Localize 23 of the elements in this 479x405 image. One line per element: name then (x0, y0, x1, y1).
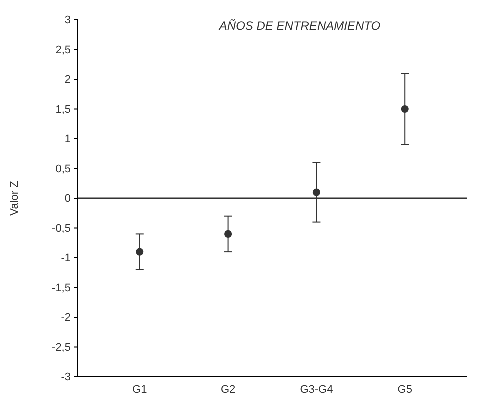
x-tick-label: G2 (220, 384, 236, 396)
y-tick-label: 2 (64, 74, 71, 86)
point (312, 188, 320, 196)
x-tick-label: G5 (398, 384, 412, 396)
point (136, 248, 144, 256)
y-tick-label: 1 (64, 134, 71, 146)
y-tick-label: -1 (61, 252, 71, 265)
y-tick-label: -0,5 (52, 222, 71, 235)
y-tick-label: -2 (61, 312, 71, 324)
point (401, 105, 409, 114)
y-tick-label: 2,5 (56, 44, 71, 56)
y-tick-label: -2,5 (52, 342, 71, 354)
x-tick-label: G1 (132, 384, 148, 396)
y-tick-label: 1,5 (56, 104, 71, 116)
y-tick-label: -3 (61, 372, 71, 384)
y-tick-label: 3 (64, 14, 71, 27)
x-tick-label: G3-G4 (300, 384, 334, 396)
y-tick-label: 0,5 (56, 163, 71, 176)
y-tick-label: 0 (64, 193, 71, 206)
y-tick-label: -1,5 (52, 282, 71, 294)
y-axis-title: Valor Z (9, 180, 21, 216)
chart-title: AÑOS DE ENTRENAMIENTO (218, 19, 381, 33)
point (224, 230, 232, 238)
